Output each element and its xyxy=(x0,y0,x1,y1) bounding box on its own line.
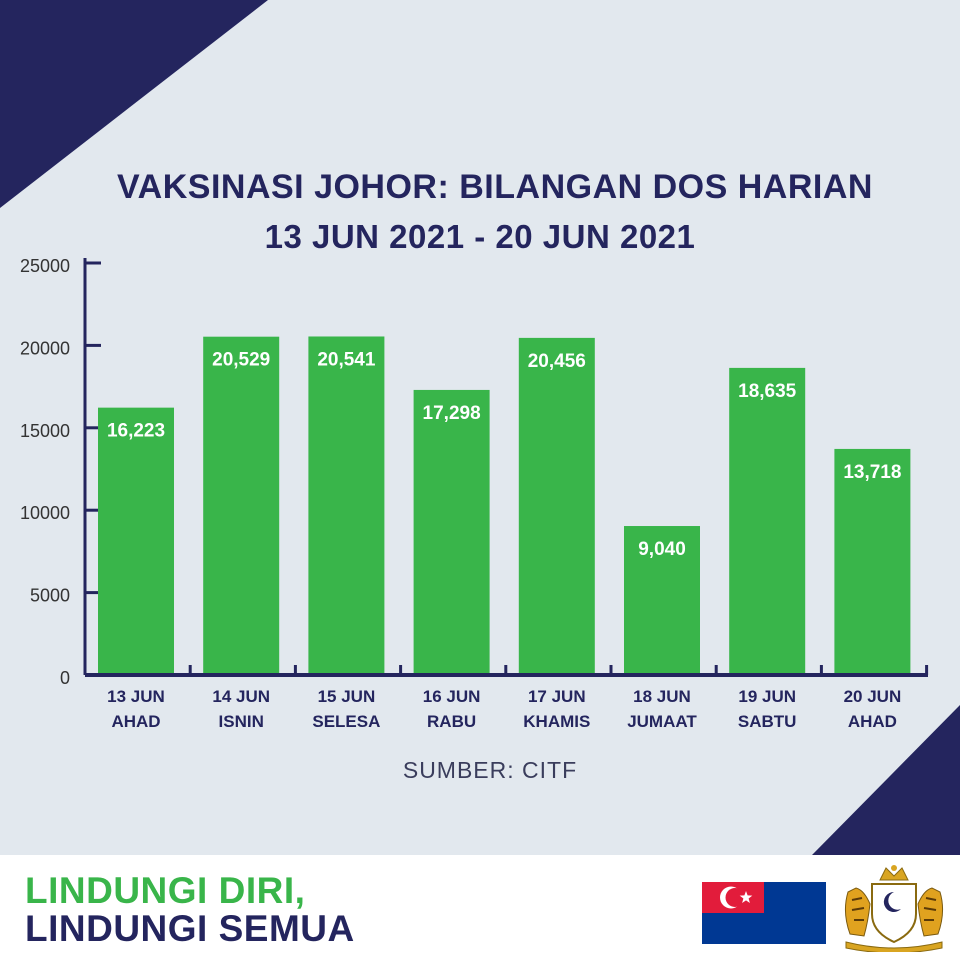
x-tick-label-day: JUMAAT xyxy=(627,712,697,731)
y-tick-label: 15000 xyxy=(20,421,70,441)
y-tick-label: 0 xyxy=(60,668,70,688)
x-tick-label-date: 17 JUN xyxy=(528,687,586,706)
bar xyxy=(624,526,700,675)
corner-triangle-bottom-right xyxy=(812,705,960,855)
x-tick-label-day: KHAMIS xyxy=(523,712,590,731)
bar xyxy=(98,407,174,675)
y-tick-label: 25000 xyxy=(20,256,70,276)
bar xyxy=(308,336,385,675)
x-tick-label-date: 20 JUN xyxy=(844,687,902,706)
bar-value-label: 17,298 xyxy=(423,403,481,424)
coat-of-arms-icon xyxy=(844,865,944,952)
bar-value-label: 13,718 xyxy=(843,462,901,483)
x-tick-label-day: SABTU xyxy=(738,712,797,731)
y-tick-label: 5000 xyxy=(30,586,70,606)
x-tick-label-day: ISNIN xyxy=(219,712,264,731)
bar xyxy=(413,389,490,675)
bar-value-label: 18,635 xyxy=(738,381,797,402)
bar-value-label: 9,040 xyxy=(638,539,686,560)
x-tick-label-day: SELESA xyxy=(312,712,380,731)
y-tick-label: 10000 xyxy=(20,503,70,523)
bar xyxy=(834,448,911,675)
x-tick-label-day: RABU xyxy=(427,712,476,731)
x-tick-label-date: 19 JUN xyxy=(738,687,796,706)
bar-value-label: 16,223 xyxy=(107,421,165,442)
bar-value-label: 20,541 xyxy=(317,349,376,370)
x-tick-label-date: 18 JUN xyxy=(633,687,691,706)
source-note: SUMBER: CITF xyxy=(402,757,578,783)
x-tick-label-day: AHAD xyxy=(848,712,897,731)
bar-value-label: 20,529 xyxy=(212,350,270,371)
x-tick-label-day: AHAD xyxy=(111,712,160,731)
x-tick-label-date: 13 JUN xyxy=(107,687,165,706)
bar-chart: 0 5000 10000 15000 20000 25000 16,223 20,529 20… xyxy=(0,0,960,855)
chart-title: VAKSINASI JOHOR: BILANGAN DOS HARIAN xyxy=(117,168,873,206)
x-tick-label-date: 16 JUN xyxy=(423,687,481,706)
bar-value-label: 20,456 xyxy=(528,351,586,372)
x-tick-label-date: 15 JUN xyxy=(318,687,376,706)
bar xyxy=(203,336,280,675)
slogan-line-1: LINDUNGI DIRI, xyxy=(25,870,306,911)
bar xyxy=(518,337,595,675)
slogan-line-2: LINDUNGI SEMUA xyxy=(25,908,355,949)
bar xyxy=(729,367,806,675)
chart-subtitle: 13 JUN 2021 - 20 JUN 2021 xyxy=(264,218,696,255)
johor-flag-icon xyxy=(702,882,826,944)
x-tick-label-date: 14 JUN xyxy=(212,687,270,706)
corner-triangle-top-left xyxy=(0,0,268,208)
y-tick-label: 20000 xyxy=(20,338,70,358)
